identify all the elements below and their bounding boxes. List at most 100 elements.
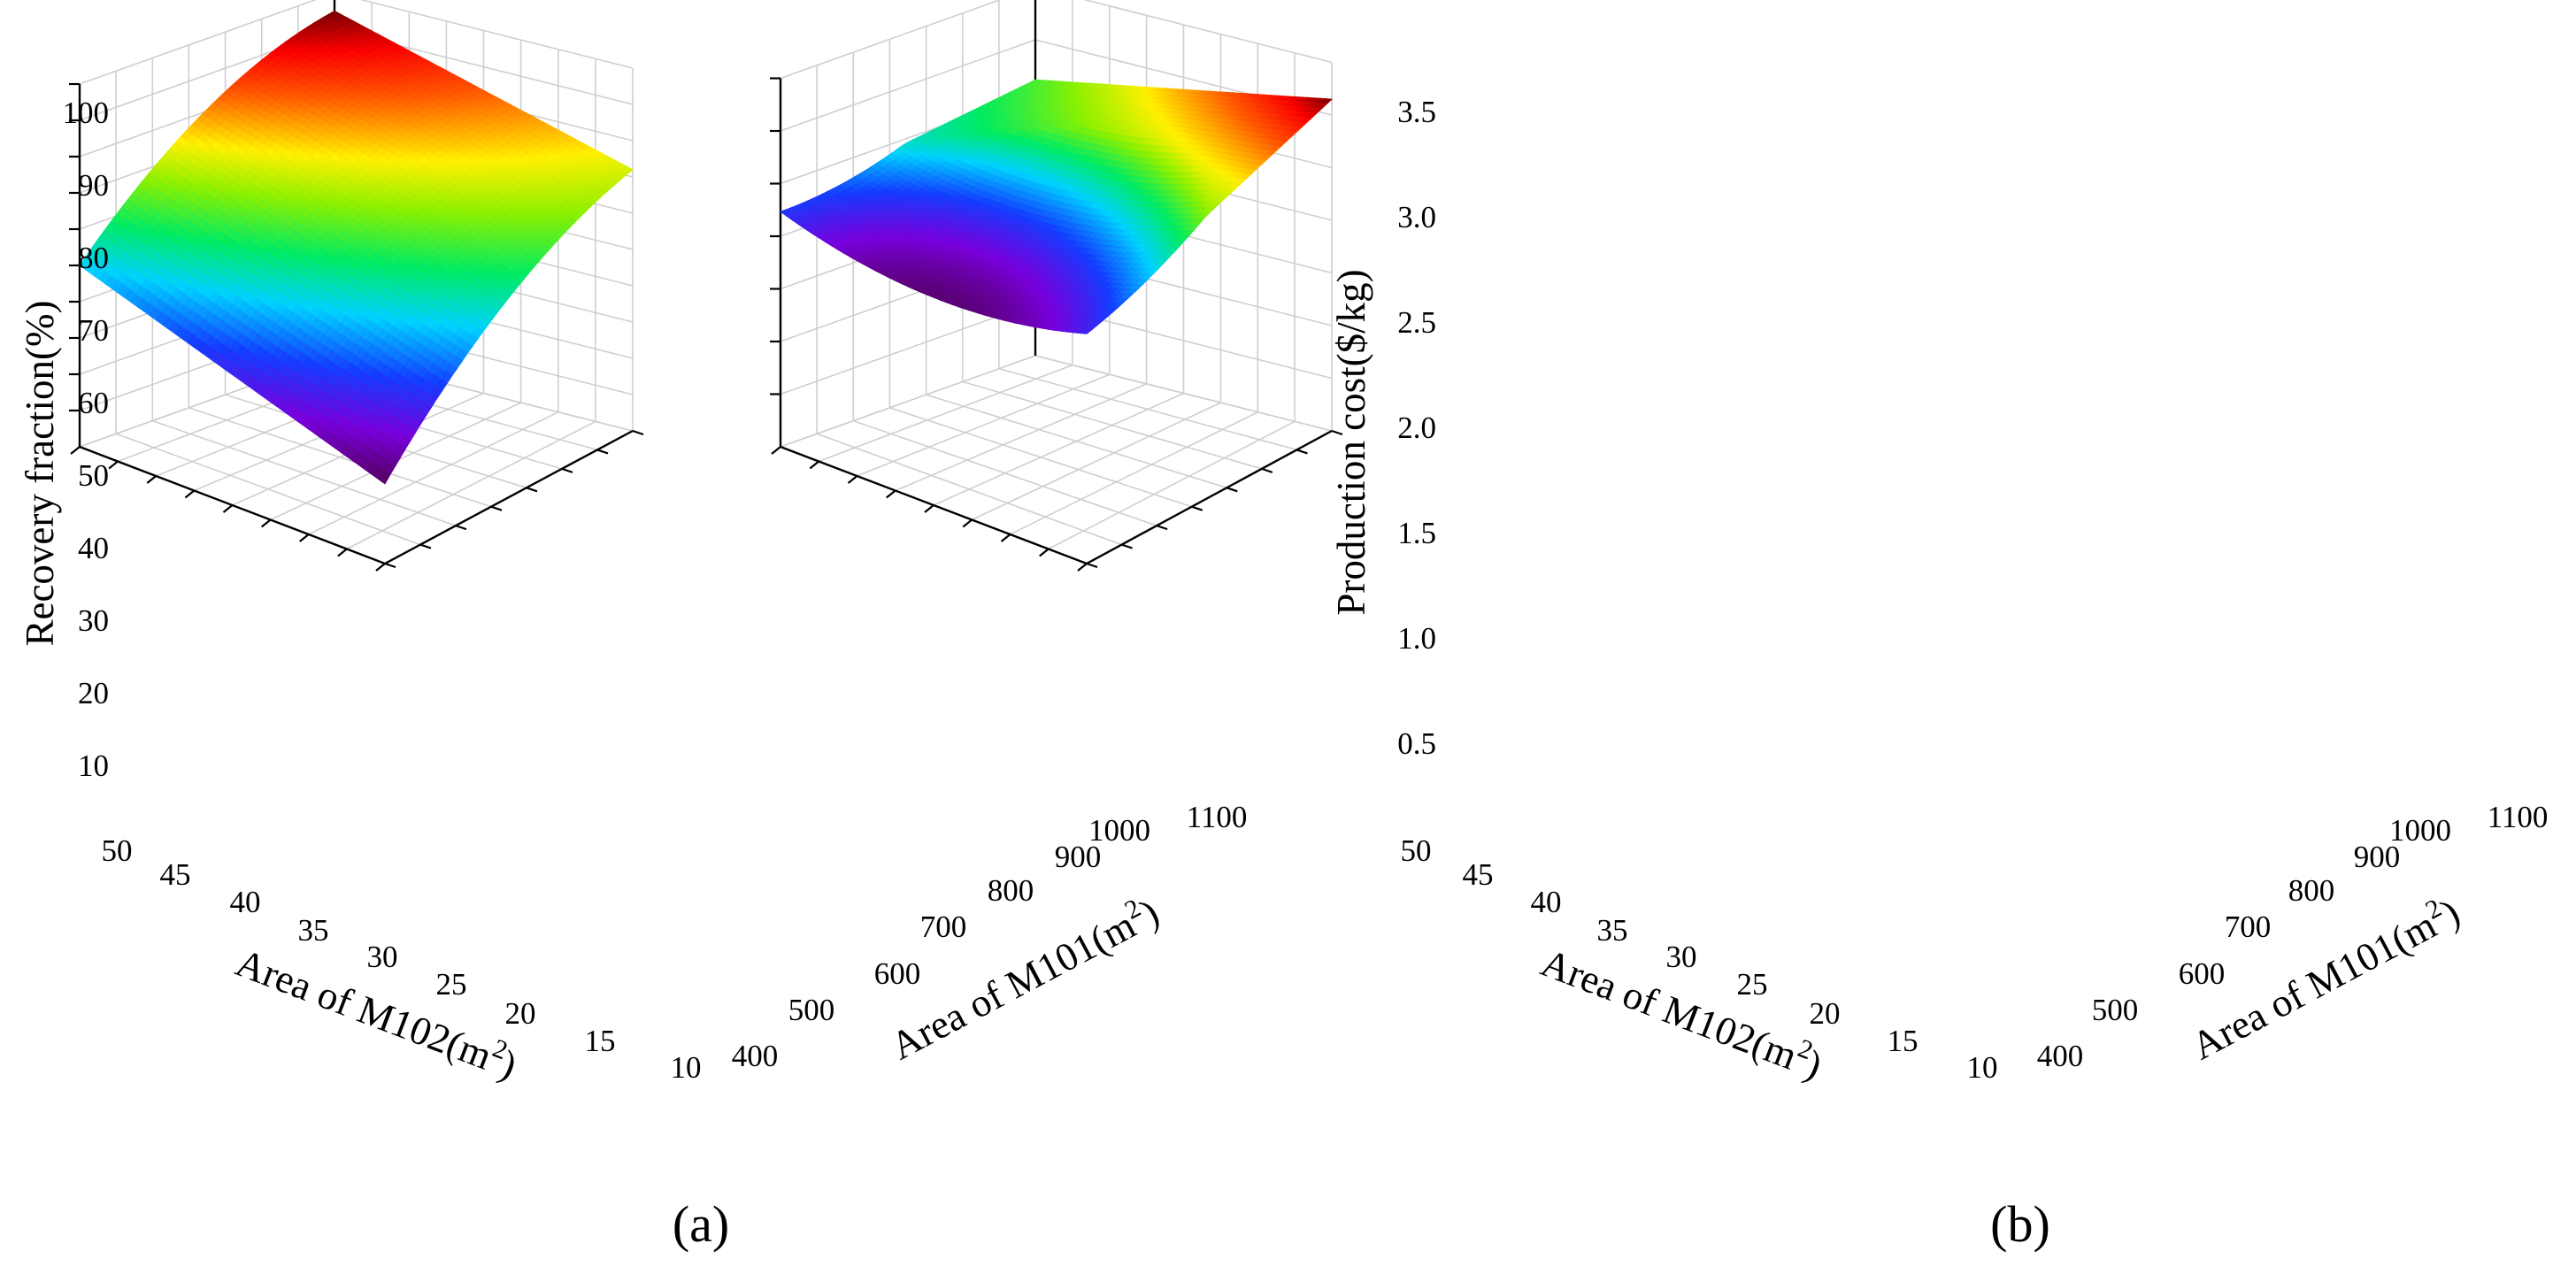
- m102-tickmark: [146, 475, 157, 484]
- panel-a-z-tick: 20: [78, 676, 109, 710]
- panel-a-z-tick: 10: [78, 748, 109, 783]
- m101-tickmark: [526, 487, 538, 493]
- m102-tickmark: [1077, 563, 1088, 572]
- m102-tickmark: [375, 563, 386, 572]
- panel-a-label: (a): [673, 1195, 729, 1253]
- m101-tickmark: [1191, 505, 1203, 511]
- m102-tickmark: [847, 475, 858, 484]
- floor-gridline: [895, 383, 1147, 492]
- m102-tickmark: [771, 446, 781, 455]
- m102-tickmark: [924, 504, 934, 513]
- m102-tickmark: [337, 548, 348, 557]
- panel-a-z-tick: 100: [63, 96, 110, 130]
- panel-a-z-tick: 50: [78, 458, 109, 493]
- panel-a-z-tick: 40: [78, 531, 109, 565]
- m101-tickmark: [1296, 449, 1308, 455]
- panel-b-m101-tick: 800: [2288, 873, 2335, 908]
- panel-b-label: (b): [1990, 1195, 2050, 1253]
- floor-gridline: [188, 407, 492, 508]
- m102-tickmark: [70, 446, 81, 455]
- panel-a-m101-tick: 400: [732, 1039, 779, 1073]
- wall-gridline: [780, 355, 1333, 448]
- panel-b-m102-tick: 20: [1810, 996, 1841, 1031]
- panel-a-z-axis-label: Recovery fraction(%): [18, 300, 62, 646]
- panel-b-m101-tick: 1100: [2488, 800, 2549, 834]
- floor-gridline: [1048, 420, 1296, 550]
- floor-gridline: [308, 411, 559, 535]
- panel-a-surface: [79, 10, 634, 485]
- panel-b-z-tick: 2.5: [1397, 305, 1436, 340]
- panel-a-z-tick: 30: [78, 603, 109, 638]
- m102-tickmark: [809, 460, 819, 470]
- m101-tickmark: [1261, 467, 1273, 473]
- panel-b-z-tick: 2.0: [1397, 411, 1436, 445]
- panel-b-m101-tick: 600: [2179, 956, 2226, 991]
- panel-a-z-tick: 70: [78, 313, 109, 348]
- floor-gridline: [816, 433, 1122, 546]
- panel-a-m101-tick: 600: [874, 956, 921, 991]
- floor-gridline: [889, 407, 1192, 508]
- panel-a-m102-tick: 50: [102, 833, 133, 868]
- panel-b-m102-tick: 30: [1666, 940, 1697, 974]
- panel-a-m102-tick: 45: [160, 857, 191, 892]
- m102-tickmark: [962, 518, 973, 528]
- m102-tickmark: [260, 518, 272, 528]
- floor-gridline: [857, 373, 1111, 477]
- panel-a-m102-tick: 20: [505, 996, 536, 1031]
- panel-a-m102-tick: 40: [230, 885, 261, 919]
- panel-a-m101-tick: 1000: [1088, 813, 1150, 848]
- panel-a-m102-tick: 35: [298, 913, 329, 948]
- floor-gridline: [115, 433, 421, 546]
- wall-gridline: [780, 0, 1333, 80]
- floor-gridline: [819, 364, 1073, 463]
- panel-a-z-tick: 90: [78, 168, 109, 203]
- m102-tickmark: [184, 489, 196, 499]
- panel-b-m102-tick: 25: [1737, 967, 1768, 1002]
- panel-b-m102-tick: 35: [1597, 913, 1628, 948]
- panel-b-m102-tick: 10: [1967, 1050, 1998, 1085]
- m101-tickmark: [1156, 525, 1168, 531]
- panel-b-z-tick: 3.5: [1397, 95, 1436, 129]
- floor-gridline: [346, 420, 596, 550]
- m101-tickmark: [1226, 487, 1238, 493]
- panel-b-surface: [779, 79, 1334, 334]
- m102-tickmark: [886, 489, 896, 499]
- panel-a-m102-tick: 30: [367, 940, 398, 974]
- panel-b-z-tick: 1.0: [1397, 621, 1436, 656]
- m101-tickmark: [596, 449, 609, 455]
- panel-b-m102-tick: 45: [1463, 857, 1494, 892]
- panel-b-m101-tick: 1000: [2389, 813, 2451, 848]
- m102-tickmark: [108, 460, 119, 470]
- panel-b-m101-tick: 400: [2037, 1039, 2084, 1073]
- m101-tickmark: [1086, 562, 1098, 569]
- m101-tickmark: [632, 429, 644, 436]
- m102-tickmark: [1039, 548, 1050, 557]
- wall-gridline: [79, 0, 634, 85]
- panel-a-m102-tick: 15: [585, 1024, 616, 1058]
- floor-gridline: [152, 419, 457, 526]
- panel-b-m102-tick: 50: [1401, 833, 1432, 868]
- floor-gridline: [926, 394, 1227, 489]
- m102-tickmark: [1000, 534, 1011, 542]
- panel-b-m102-tick: 40: [1531, 885, 1562, 919]
- m101-tickmark: [419, 543, 432, 549]
- floor-gridline: [962, 380, 1263, 470]
- panel-a-m101-tick: 500: [788, 993, 835, 1027]
- m102-tickmark: [222, 504, 234, 513]
- floor-gridline: [853, 419, 1157, 526]
- m101-tickmark: [561, 467, 573, 473]
- floor-gridline: [1010, 411, 1258, 535]
- panel-a-z-tick: 60: [78, 386, 109, 420]
- panel-b-z-tick: 3.0: [1397, 200, 1436, 234]
- m101-tickmark: [455, 525, 467, 531]
- panel-b-m101-tick: 700: [2225, 910, 2272, 944]
- panel-a-m102-tick: 25: [436, 967, 467, 1002]
- m102-tickmark: [299, 534, 310, 542]
- panel-b-z-tick: 0.5: [1397, 726, 1436, 761]
- panel-a-m101-tick: 1100: [1187, 800, 1248, 834]
- panel-b-m102-tick: 15: [1888, 1024, 1919, 1058]
- panel-b-m101-tick: 500: [2092, 993, 2139, 1027]
- m101-tickmark: [384, 562, 396, 569]
- m101-tickmark: [1121, 543, 1133, 549]
